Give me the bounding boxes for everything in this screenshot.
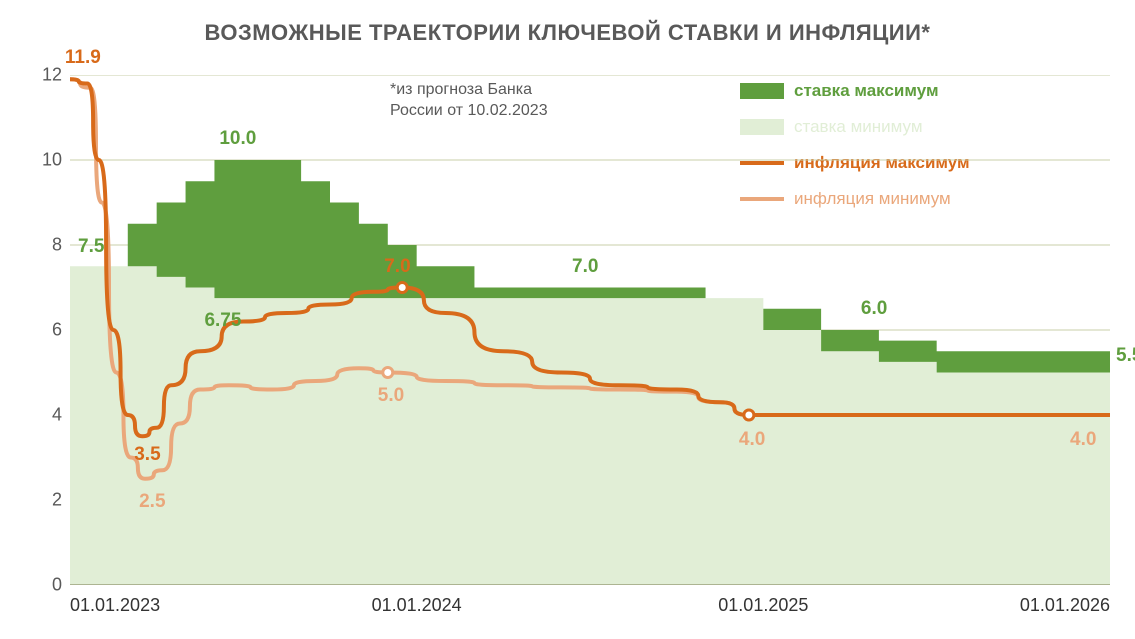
y-axis-tick-label: 4: [22, 405, 62, 426]
data-label: 7.5: [78, 236, 104, 258]
data-label: 4.0: [739, 429, 765, 451]
data-label: 11.9: [65, 47, 101, 69]
y-axis-tick-label: 6: [22, 320, 62, 341]
data-label: 6.75: [204, 310, 241, 332]
x-axis-tick-label: 01.01.2024: [372, 595, 462, 616]
data-label: 10.0: [219, 128, 256, 150]
chart-title: ВОЗМОЖНЫЕ ТРАЕКТОРИИ КЛЮЧЕВОЙ СТАВКИ И И…: [0, 20, 1135, 46]
y-axis-tick-label: 10: [22, 150, 62, 171]
y-axis-tick-label: 0: [22, 575, 62, 596]
y-axis-tick-label: 2: [22, 490, 62, 511]
data-label: 5.0: [378, 385, 404, 407]
chart-container: ВОЗМОЖНЫЕ ТРАЕКТОРИИ КЛЮЧЕВОЙ СТАВКИ И И…: [0, 0, 1135, 639]
x-axis-tick-label: 01.01.2026: [1020, 595, 1110, 616]
x-axis-tick-label: 01.01.2025: [718, 595, 808, 616]
series-marker: [744, 410, 754, 420]
data-label: 2.5: [139, 491, 165, 513]
data-label: 5.5: [1116, 345, 1135, 367]
x-axis-tick-label: 01.01.2023: [70, 595, 160, 616]
series-marker: [397, 283, 407, 293]
data-label: 4.0: [1070, 429, 1096, 451]
data-label: 7.0: [384, 256, 410, 278]
data-label: 7.0: [572, 256, 598, 278]
y-axis-tick-label: 12: [22, 65, 62, 86]
y-axis-tick-label: 8: [22, 235, 62, 256]
series-marker: [383, 368, 393, 378]
data-label: 6.0: [861, 298, 887, 320]
data-label: 3.5: [134, 444, 160, 466]
